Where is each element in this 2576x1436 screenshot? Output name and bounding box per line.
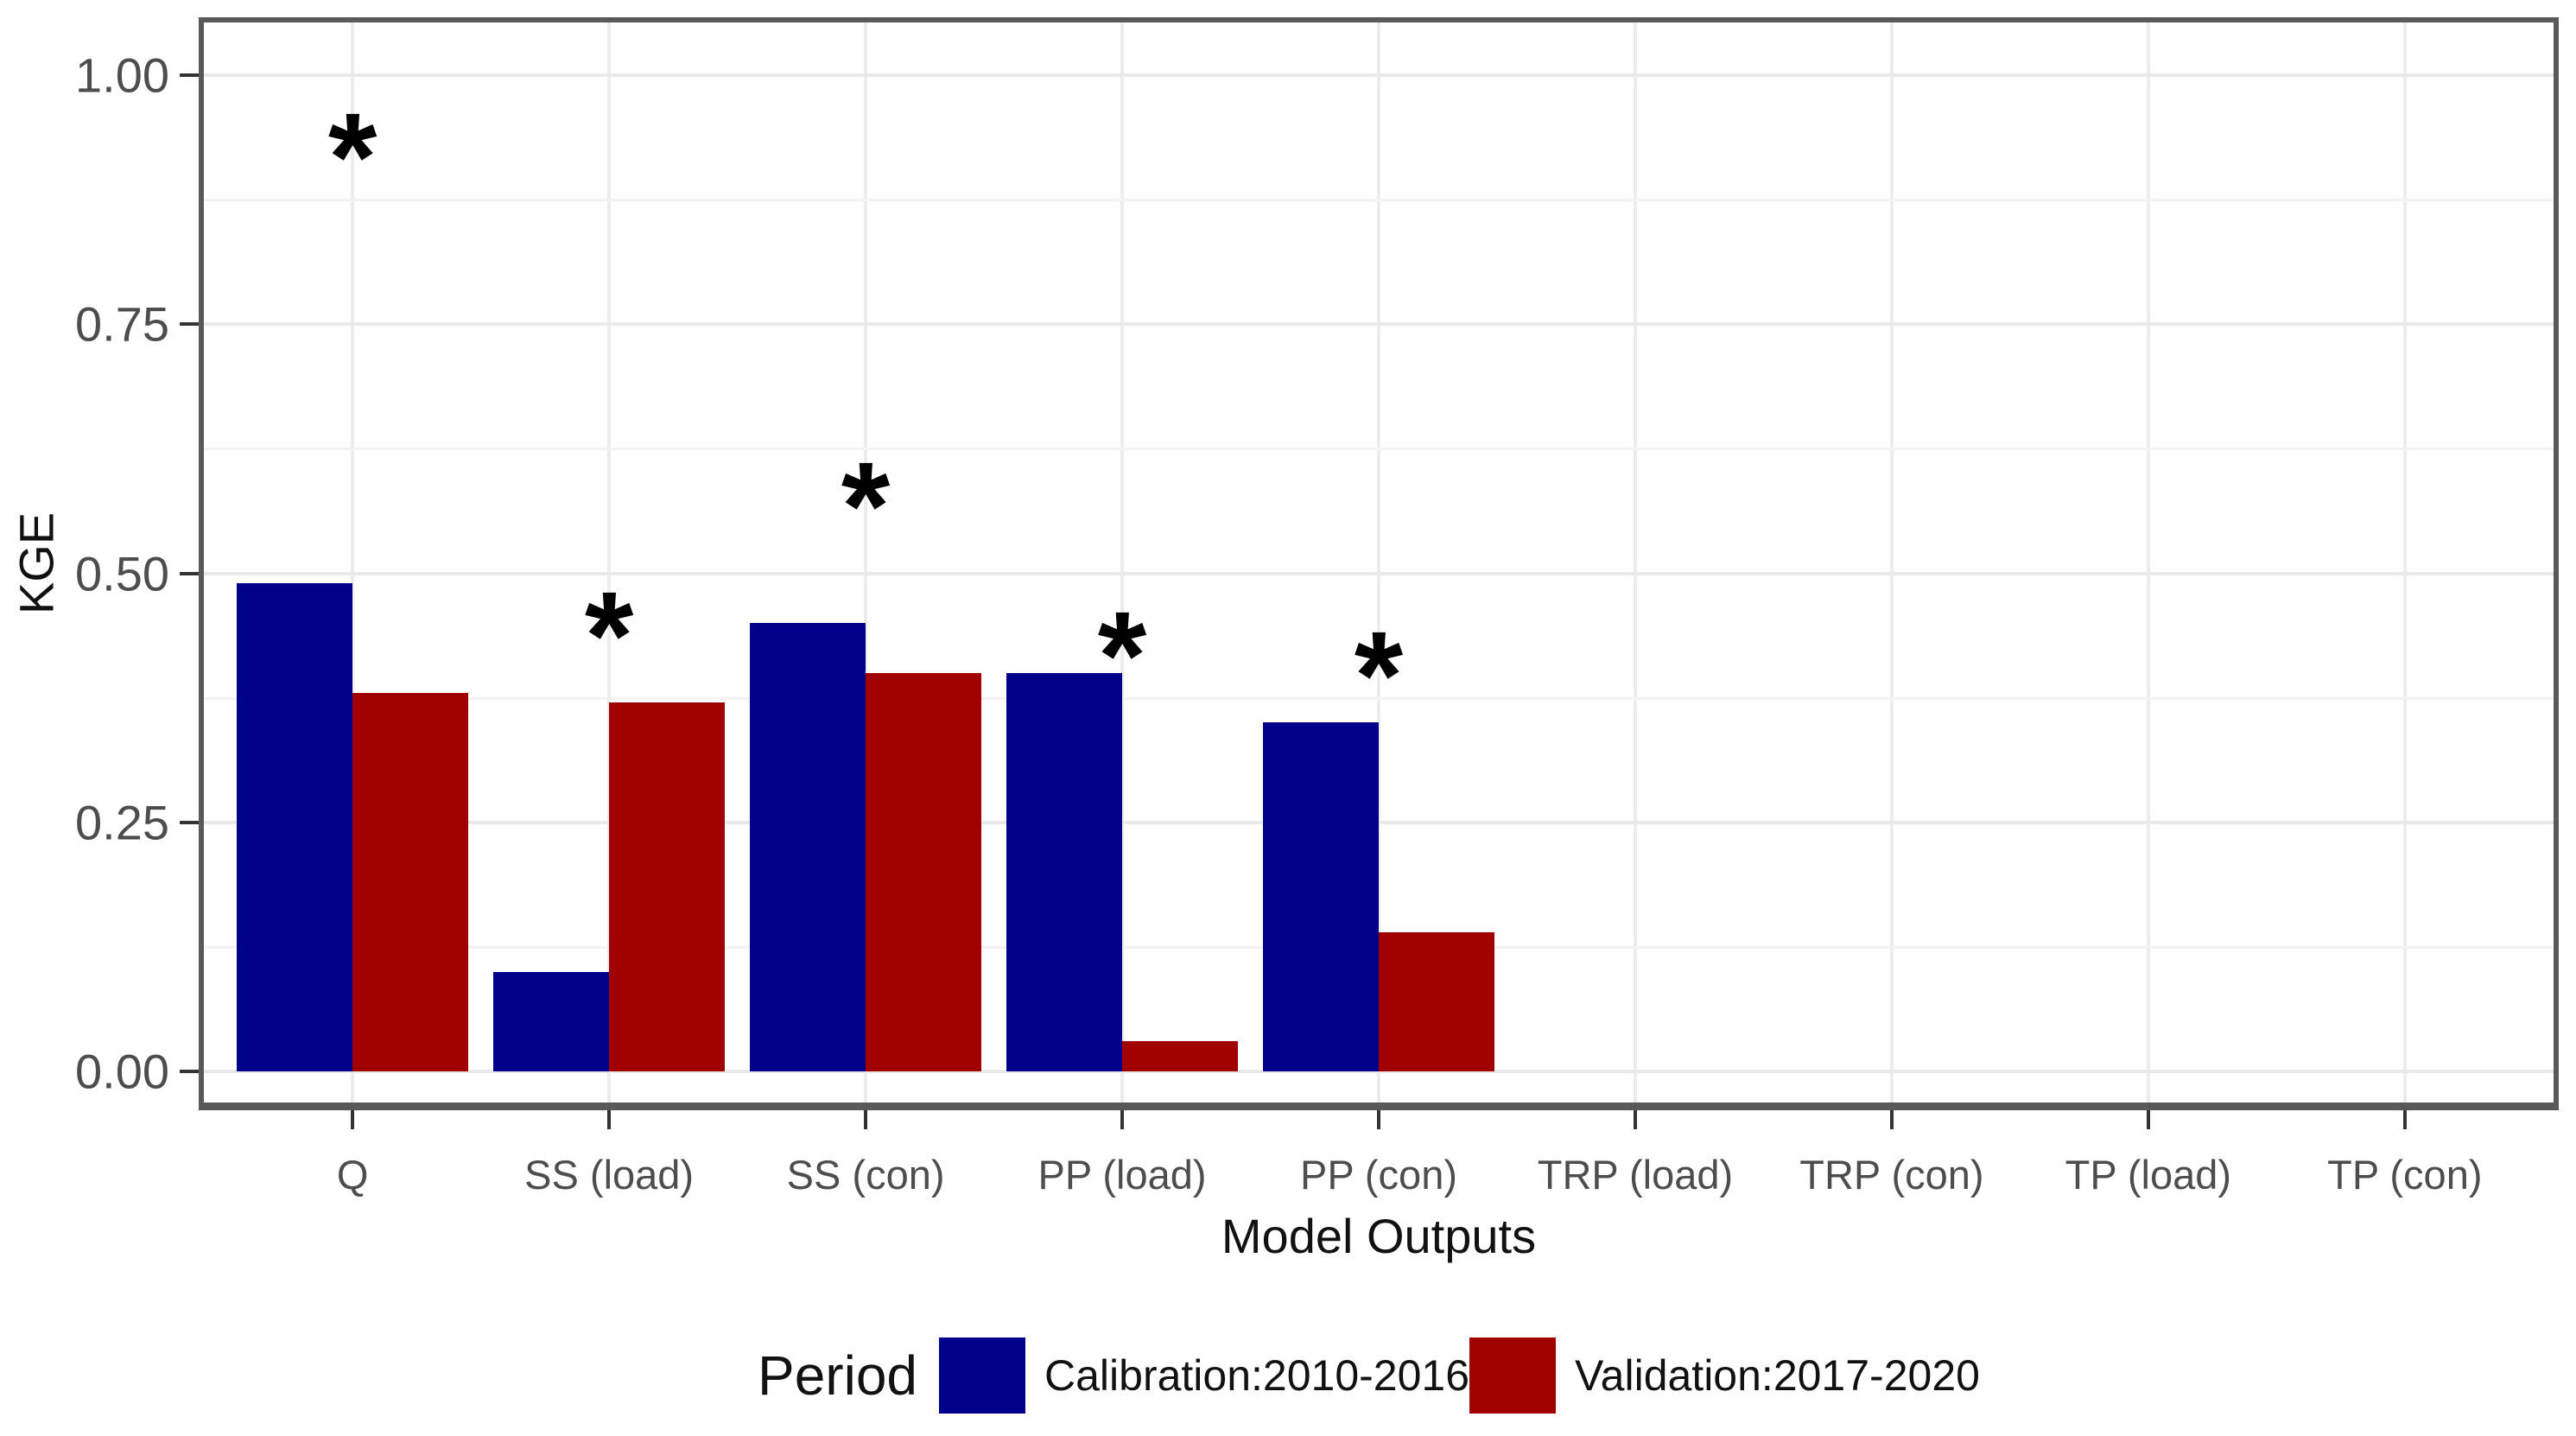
- bar-calibration-q: [237, 583, 353, 1071]
- significance-asterisk: *: [1354, 605, 1404, 746]
- legend-title: Period: [758, 1344, 917, 1407]
- y-tick-mark: [180, 820, 199, 824]
- x-tick-label: SS (load): [524, 1152, 695, 1198]
- y-axis-title: KGE: [9, 511, 64, 615]
- x-tick-mark: [2146, 1110, 2150, 1129]
- y-tick-mark: [180, 571, 199, 575]
- y-tick-mark: [180, 322, 199, 327]
- bar-calibration-ss-load: [493, 971, 610, 1071]
- x-tick-mark: [607, 1110, 612, 1129]
- x-axis-line: [199, 1102, 2559, 1110]
- bar-calibration-ss-con: [750, 623, 866, 1071]
- gridline-vertical: [351, 22, 355, 1102]
- gridline-minor: [204, 199, 2554, 202]
- gridline-vertical: [2146, 22, 2150, 1102]
- x-tick-mark: [2402, 1110, 2407, 1129]
- bar-validation-pp-load: [1122, 1041, 1239, 1071]
- bar-calibration-pp-load: [1006, 672, 1123, 1071]
- y-tick-label: 0.75: [75, 296, 169, 352]
- x-tick-mark: [351, 1110, 355, 1129]
- y-tick-label: 0.25: [75, 795, 169, 850]
- bar-validation-ss-load: [609, 702, 726, 1071]
- gridline-major: [204, 571, 2554, 575]
- gridline-vertical: [2402, 22, 2407, 1102]
- x-tick-label: SS (con): [786, 1152, 945, 1198]
- y-tick-mark: [180, 73, 199, 77]
- x-tick-label: Q: [336, 1152, 369, 1198]
- significance-asterisk: *: [1097, 585, 1147, 726]
- gridline-vertical: [1120, 22, 1125, 1102]
- y-tick-label: 0.00: [75, 1044, 169, 1099]
- x-tick-label: TRP (con): [1799, 1152, 1984, 1198]
- bar-validation-pp-con: [1379, 931, 1494, 1071]
- x-tick-mark: [1633, 1110, 1637, 1129]
- x-tick-mark: [1377, 1110, 1380, 1129]
- gridline-minor: [204, 448, 2554, 451]
- x-tick-mark: [864, 1110, 868, 1129]
- bar-validation-ss-con: [866, 672, 982, 1071]
- gridline-vertical: [1377, 22, 1380, 1102]
- x-tick-label: PP (load): [1037, 1152, 1207, 1198]
- legend-label-validation: Validation:2017-2020: [1575, 1351, 1980, 1400]
- y-tick-mark: [180, 1070, 199, 1073]
- gridline-major: [204, 73, 2554, 77]
- gridline-major: [204, 820, 2554, 824]
- plot-panel: * * * * *: [199, 17, 2559, 1110]
- legend-label-calibration: Calibration:2010-2016: [1044, 1351, 1470, 1400]
- gridline-minor: [204, 696, 2554, 700]
- gridline-vertical: [607, 22, 612, 1102]
- legend-swatch-validation: [1469, 1338, 1557, 1414]
- gridline-vertical: [864, 22, 868, 1102]
- legend-swatch-calibration: [939, 1338, 1025, 1414]
- x-tick-label: TRP (load): [1537, 1152, 1734, 1198]
- x-tick-mark: [1120, 1110, 1125, 1129]
- panel-border-right: [2554, 17, 2559, 1110]
- x-tick-label: TP (load): [2065, 1152, 2232, 1198]
- panel-border-top: [199, 17, 2559, 22]
- x-tick-label: PP (con): [1300, 1152, 1457, 1198]
- gridline-vertical: [1889, 22, 1894, 1102]
- y-tick-label: 1.00: [75, 48, 169, 103]
- x-axis-title: Model Outputs: [1221, 1209, 1537, 1263]
- gridline-vertical: [1633, 22, 1637, 1102]
- bar-validation-q: [352, 692, 469, 1071]
- x-tick-mark: [1889, 1110, 1894, 1129]
- gridline-major: [204, 1070, 2554, 1073]
- significance-asterisk: *: [327, 86, 378, 227]
- significance-asterisk: *: [584, 565, 634, 706]
- significance-asterisk: *: [841, 435, 891, 576]
- y-axis-line: [199, 17, 204, 1110]
- x-tick-label: TP (con): [2327, 1152, 2483, 1198]
- bar-calibration-pp-con: [1263, 722, 1379, 1071]
- y-tick-label: 0.50: [75, 546, 169, 600]
- legend: Period Calibration:2010-2016 Validation:…: [758, 1332, 1980, 1419]
- gridline-major: [204, 322, 2554, 327]
